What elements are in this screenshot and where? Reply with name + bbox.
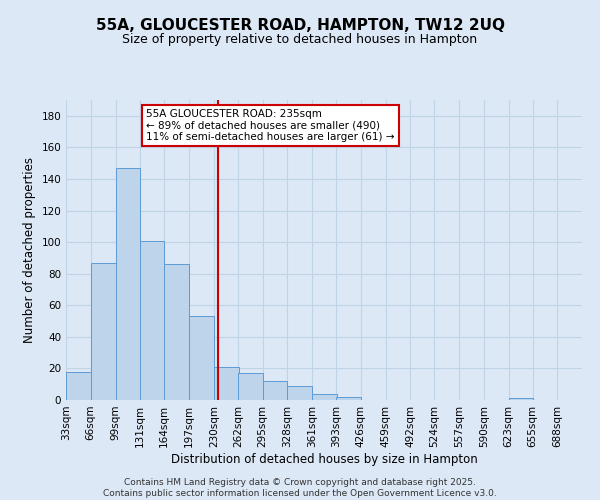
Bar (509, 398, 533, 400)
Y-axis label: Number of detached properties: Number of detached properties (23, 157, 36, 343)
Text: 55A, GLOUCESTER ROAD, HAMPTON, TW12 2UQ: 55A, GLOUCESTER ROAD, HAMPTON, TW12 2UQ (95, 18, 505, 32)
Bar (66, 372, 91, 400)
Bar (139, 240, 164, 400)
Bar (189, 316, 214, 400)
Bar (263, 381, 287, 400)
X-axis label: Distribution of detached houses by size in Hampton: Distribution of detached houses by size … (170, 452, 478, 466)
Bar (312, 394, 337, 400)
Bar (287, 386, 312, 400)
Text: Contains HM Land Registry data © Crown copyright and database right 2025.
Contai: Contains HM Land Registry data © Crown c… (103, 478, 497, 498)
Text: 55A GLOUCESTER ROAD: 235sqm
← 89% of detached houses are smaller (490)
11% of se: 55A GLOUCESTER ROAD: 235sqm ← 89% of det… (146, 109, 394, 142)
Bar (214, 367, 239, 400)
Bar (91, 262, 115, 400)
Bar (336, 397, 361, 400)
Bar (164, 264, 189, 400)
Bar (238, 373, 263, 400)
Text: Size of property relative to detached houses in Hampton: Size of property relative to detached ho… (122, 32, 478, 46)
Bar (115, 168, 140, 400)
